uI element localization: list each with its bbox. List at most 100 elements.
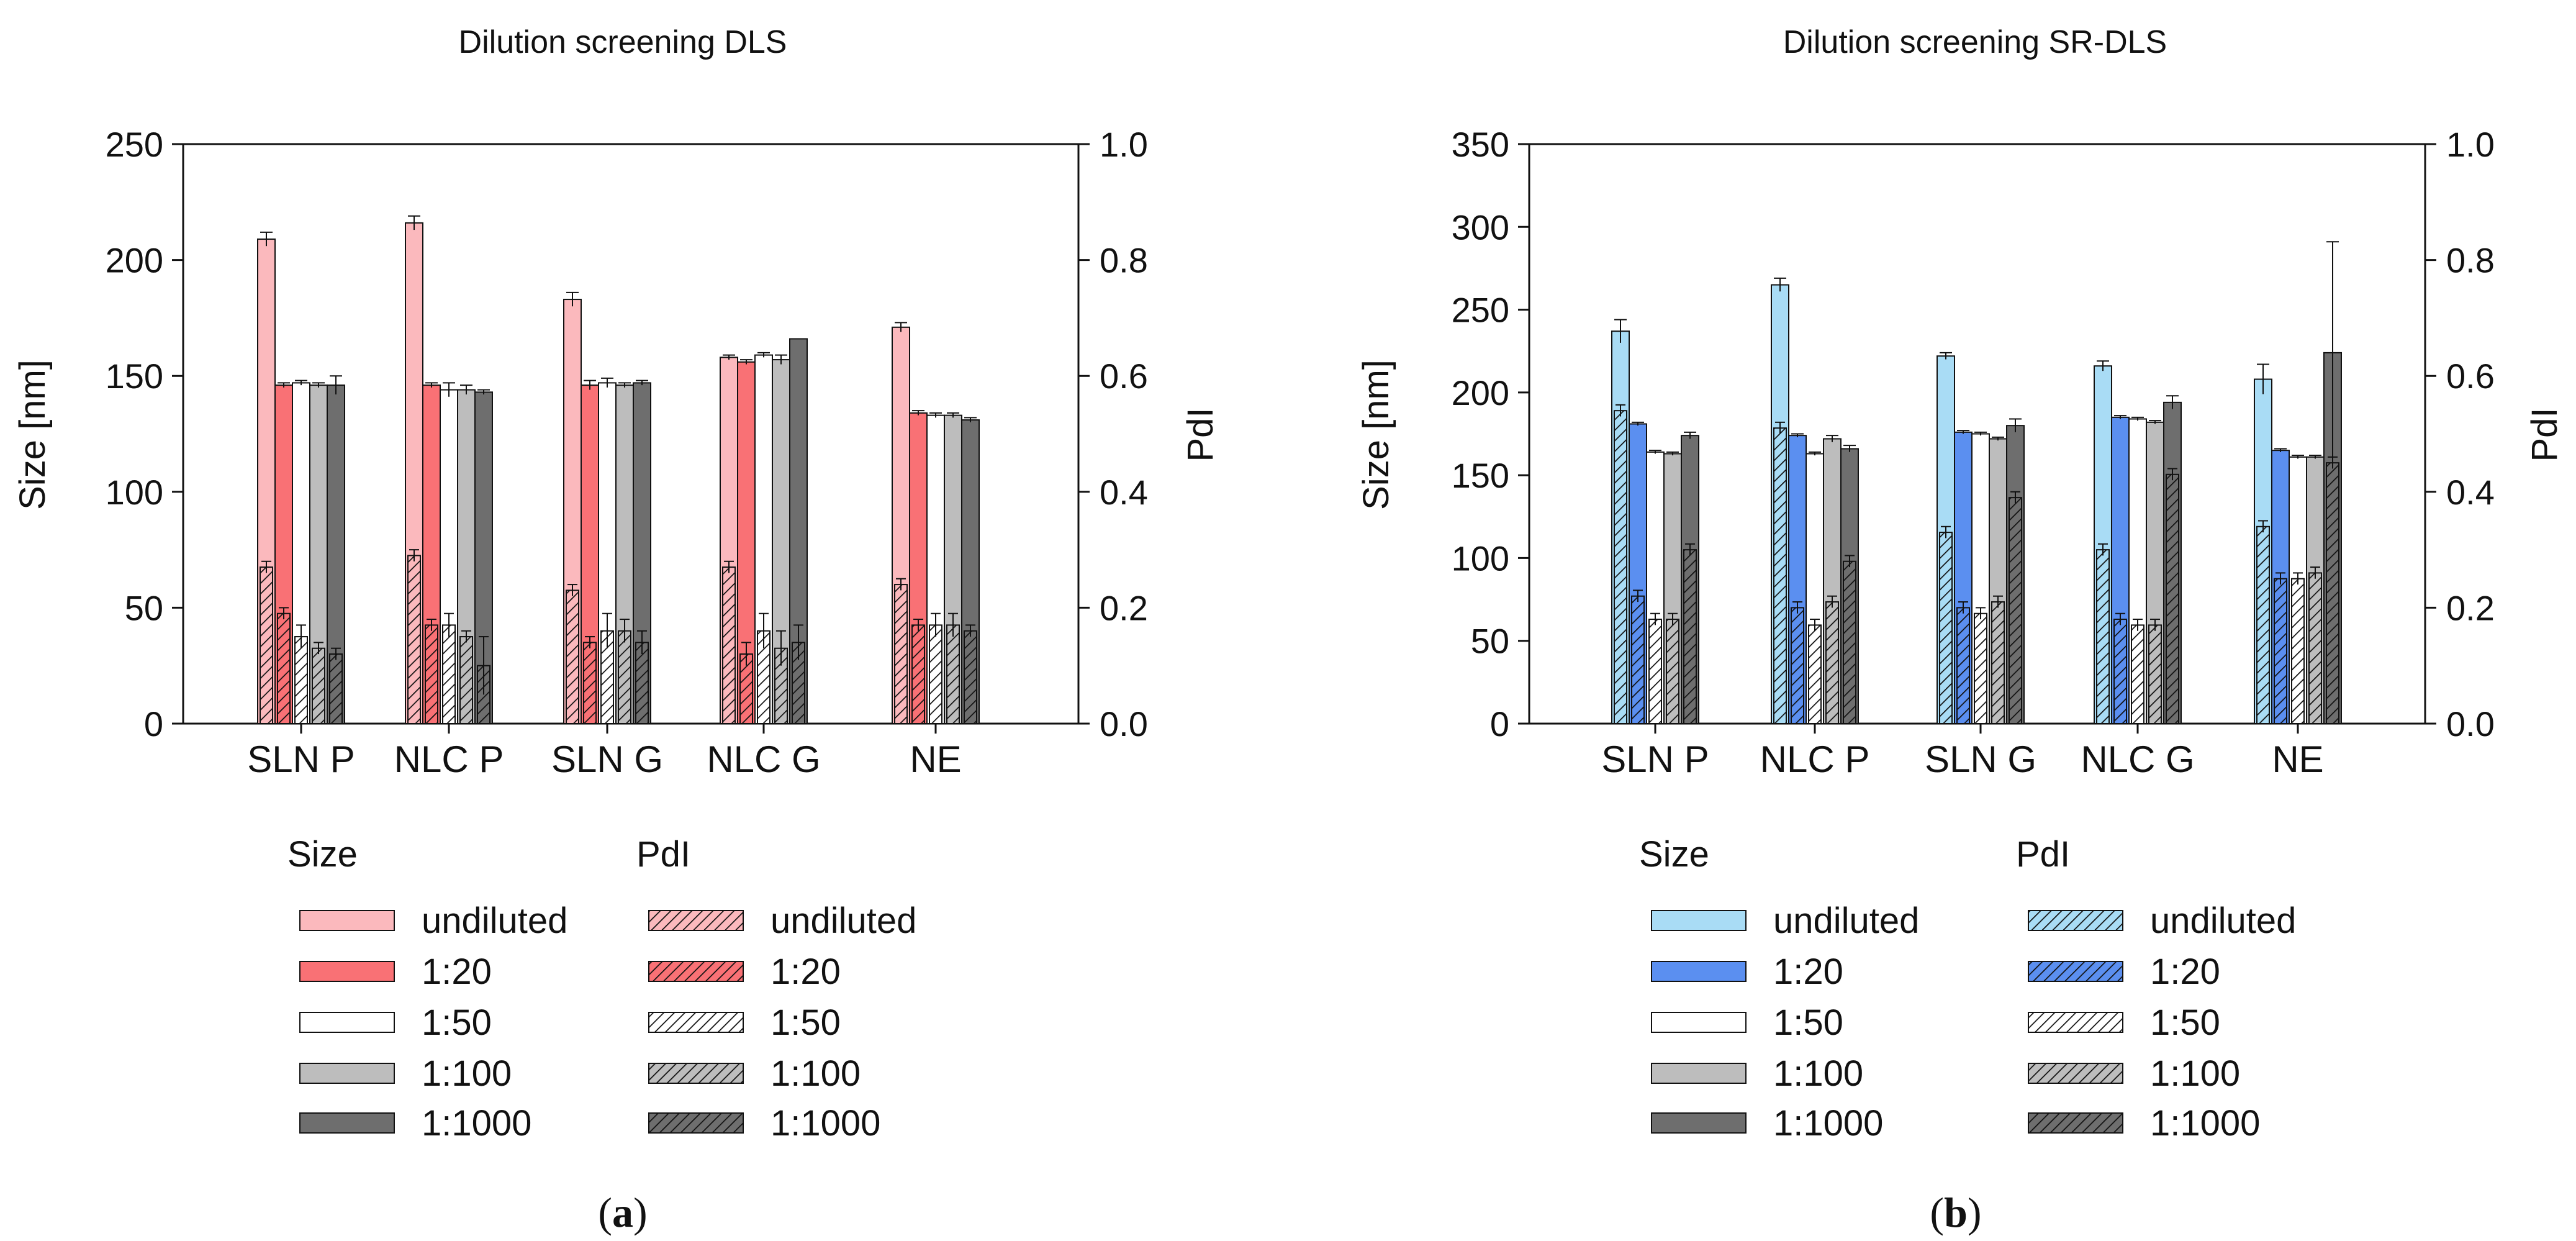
legend-size-label-a: 1:50	[422, 1002, 492, 1043]
pdi-bar-hatch-a	[912, 625, 924, 724]
y2-tick-label-a: 0.8	[1100, 241, 1148, 280]
legend-pdi-label-a: 1:20	[771, 952, 841, 992]
pdi-bar-hatch-a	[260, 567, 273, 724]
chart-title-b: Dilution screening SR-DLS	[1783, 24, 2167, 60]
legend-pdi-hatch-b	[2028, 911, 2123, 930]
pdi-bar-hatch-b	[1791, 607, 1804, 724]
legend-title-pdi-a: PdI	[636, 834, 690, 875]
pdi-bar-hatch-a	[723, 567, 735, 724]
legend-size-swatch-a	[299, 910, 395, 931]
y-axis-label-a: Size [nm]	[12, 360, 53, 510]
pdi-bar-hatch-a	[601, 630, 613, 724]
legend-pdi-hatch-b	[2028, 1113, 2123, 1133]
pdi-bar-hatch-b	[1649, 619, 1661, 724]
y-tick-label-b: 50	[1471, 622, 1509, 661]
pdi-bar-hatch-a	[964, 630, 977, 724]
pdi-bar-hatch-b	[1774, 428, 1786, 724]
pdi-bar-hatch-a	[408, 555, 420, 724]
legend-size-label-b: 1:1000	[1773, 1103, 1883, 1143]
legend-pdi-hatch-b	[2028, 1012, 2123, 1032]
pdi-bar-hatch-b	[1809, 625, 1821, 724]
y2-tick-label-b: 0.2	[2446, 588, 2495, 627]
y-tick-label-b: 300	[1452, 207, 1509, 247]
legend-pdi-label-b: 1:100	[2150, 1053, 2240, 1094]
pdi-bar-hatch-b	[1632, 596, 1644, 724]
y-tick-label-a: 100	[106, 473, 163, 512]
y2-tick-label-b: 0.8	[2446, 241, 2495, 280]
x-tick-label-b: SLN G	[1925, 739, 2036, 780]
y-tick-label-a: 200	[106, 241, 163, 280]
pdi-bar-hatch-b	[1826, 602, 1838, 724]
legend-pdi-hatch-a	[649, 1012, 743, 1032]
caption-a: (a)	[598, 1189, 647, 1236]
pdi-bar-hatch-a	[460, 637, 472, 724]
legend-pdi-label-a: 1:100	[771, 1053, 861, 1094]
y-tick-label-a: 50	[125, 588, 163, 627]
x-tick-label-b: NE	[2272, 739, 2323, 780]
y2-tick-label-b: 0.4	[2446, 473, 2495, 512]
pdi-bar-hatch-a	[929, 625, 942, 724]
legend-title-size-a: Size	[287, 834, 358, 875]
pdi-bar-hatch-b	[1940, 532, 1952, 724]
x-tick-label-a: NLC G	[707, 739, 820, 780]
pdi-bar-hatch-b	[2131, 625, 2144, 724]
legend-pdi-label-a: undiluted	[771, 901, 916, 941]
legend-size-swatch-b	[1651, 961, 1747, 982]
legend-pdi-hatch-a	[649, 961, 743, 981]
pdi-bar-hatch-a	[425, 625, 438, 724]
chart-title-a: Dilution screening DLS	[459, 24, 787, 60]
pdi-bar-hatch-b	[1666, 619, 1679, 724]
pdi-bar-hatch-a	[792, 642, 805, 724]
y-tick-label-b: 350	[1452, 125, 1509, 164]
y-tick-label-a: 0	[144, 704, 163, 743]
y-tick-label-a: 150	[106, 357, 163, 396]
legend-pdi-label-b: undiluted	[2150, 901, 2296, 941]
pdi-bar-hatch-b	[2309, 573, 2321, 724]
legend-size-label-a: 1:100	[422, 1053, 512, 1094]
legend-size-label-b: 1:50	[1773, 1002, 1843, 1043]
pdi-bar-hatch-b	[1974, 613, 1987, 724]
y-tick-label-b: 100	[1452, 539, 1509, 578]
legend-size-label-b: 1:100	[1773, 1053, 1863, 1094]
pdi-bar-hatch-a	[740, 654, 752, 724]
legend-title-size-b: Size	[1639, 834, 1709, 875]
caption-letter-a: a	[612, 1189, 633, 1236]
legend-pdi-hatch-b	[2028, 1063, 2123, 1083]
pdi-bar-hatch-b	[2274, 578, 2287, 724]
y-tick-label-b: 0	[1490, 704, 1509, 743]
legend-size-swatch-b	[1651, 1112, 1747, 1134]
y2-tick-label-a: 0.0	[1100, 704, 1148, 743]
pdi-bar-hatch-b	[2097, 550, 2109, 724]
x-tick-label-a: NLC P	[394, 739, 504, 780]
x-tick-label-a: NE	[910, 739, 961, 780]
pdi-bar-hatch-b	[1843, 561, 1856, 724]
legend-size-swatch-a	[299, 1112, 395, 1134]
legend-size-swatch-a	[299, 961, 395, 982]
y2-tick-label-a: 0.2	[1100, 588, 1148, 627]
x-tick-label-b: SLN P	[1601, 739, 1709, 780]
panel-b: Dilution screening SR-DLS 0 50 100 150 200 25…	[1356, 24, 2565, 1236]
panel-a: Dilution screening DLS 0 50 100 150 200 250 0.…	[12, 24, 1221, 1236]
y2-tick-label-a: 0.4	[1100, 473, 1148, 512]
pdi-bar-hatch-b	[2166, 474, 2179, 724]
legend-size-swatch-b	[1651, 1012, 1747, 1033]
legend-pdi-label-a: 1:50	[771, 1002, 841, 1043]
y-axis-label-b: Size [nm]	[1356, 360, 1396, 510]
legend-pdi-label-b: 1:50	[2150, 1002, 2220, 1043]
legend-size-label-a: 1:20	[422, 952, 492, 992]
x-tick-label-a: SLN P	[247, 739, 355, 780]
pdi-bar-hatch-b	[1614, 411, 1627, 724]
y2-tick-label-b: 0.6	[2446, 357, 2495, 396]
plot-area-a: 0 50 100 150 200 250 0.0 0.2 0.4 0.6 0.8 1.0 SLN P NL…	[106, 125, 1148, 780]
pdi-bar-hatch-a	[312, 648, 325, 724]
pdi-bar-hatch-b	[2292, 578, 2304, 724]
pdi-bar-hatch-a	[330, 654, 342, 724]
y-tick-label-b: 200	[1452, 373, 1509, 412]
pdi-bar-hatch-b	[2257, 526, 2269, 724]
legend-a: Size PdI undiluted undiluted 1:20 1:20 1:50 1…	[287, 834, 916, 1143]
pdi-bar-hatch-b	[2326, 463, 2339, 724]
y2-tick-label-a: 1.0	[1100, 125, 1148, 164]
pdi-bar-hatch-b	[1684, 550, 1696, 724]
legend-pdi-hatch-a	[649, 911, 743, 930]
